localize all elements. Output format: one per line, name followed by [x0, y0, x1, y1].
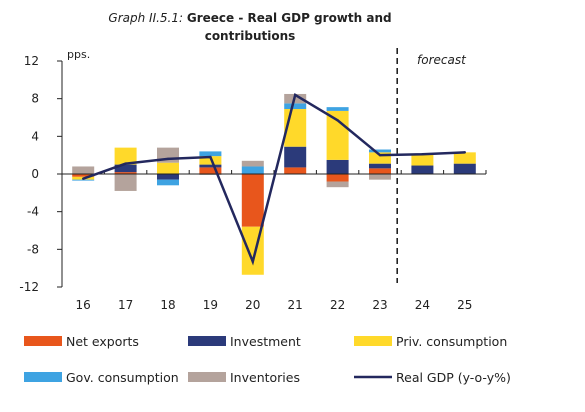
legend-swatch-gov-consumption: [24, 372, 62, 382]
point-real-gdp-23: [378, 153, 382, 157]
y-tick-label: 12: [24, 54, 39, 68]
bar-priv-consumption-24: [411, 154, 434, 166]
y-axis-unit: pps.: [67, 48, 90, 61]
chart-title-prefix: Graph II.5.1:: [108, 11, 186, 25]
bar-priv-consumption-25: [453, 152, 476, 164]
bar-investment-23: [369, 163, 391, 169]
bar-inventories-23: [369, 174, 391, 180]
legend: Net exports Investment Priv. consumption Go…: [24, 334, 511, 385]
bar-net-exports-17: [114, 172, 137, 174]
x-tick-label-21: 21: [288, 298, 303, 312]
y-tick-label: -12: [19, 280, 39, 294]
bar-investment-21: [284, 146, 307, 168]
plot-area: 12 8 4 0 -4 -8 -12 16 17 18 19 20 21 22 23 24 25: [19, 48, 487, 312]
x-tick-label-18: 18: [160, 298, 175, 312]
point-real-gdp-16: [82, 177, 85, 180]
x-tick-label-16: 16: [76, 298, 91, 312]
bar-net-exports-22: [326, 174, 349, 182]
bar-inventories-17: [114, 174, 137, 191]
x-tick-label-24: 24: [415, 298, 430, 312]
bar-investment-17: [114, 164, 137, 173]
y-tick-label: 0: [31, 167, 39, 181]
chart-title-line2: contributions: [205, 29, 296, 43]
forecast-annotation: forecast: [417, 53, 467, 67]
legend-label-investment: Investment: [230, 334, 301, 349]
bar-investment-19: [199, 164, 222, 168]
bar-gov-consumption-19: [199, 151, 222, 157]
point-real-gdp-18: [166, 157, 170, 161]
legend-swatch-priv-consumption: [354, 336, 392, 346]
bar-priv-consumption-18: [157, 162, 179, 174]
bar-priv-consumption-17: [114, 147, 137, 165]
x-tick-label-19: 19: [203, 298, 218, 312]
bar-net-exports-21: [284, 167, 307, 174]
legend-label-net-exports: Net exports: [66, 334, 139, 349]
legend-label-priv-consumption: Priv. consumption: [396, 334, 507, 349]
legend-label-real-gdp-y-o-y: Real GDP (y-o-y%): [396, 370, 511, 385]
bar-inventories-16: [72, 166, 95, 174]
bar-inventories-20: [241, 160, 264, 167]
bar-investment-25: [453, 163, 476, 174]
x-tick-label-17: 17: [118, 298, 133, 312]
line-real-gdp: [82, 92, 465, 266]
legend-swatch-inventories: [188, 372, 226, 382]
bar-net-exports-20: [241, 174, 264, 227]
bar-priv-consumption-23: [369, 152, 391, 164]
chart-title-main: Greece - Real GDP growth and: [187, 11, 392, 25]
point-real-gdp-22: [336, 119, 339, 122]
x-tick-label-23: 23: [372, 298, 387, 312]
bar-investment-18: [157, 174, 179, 180]
bar-gov-consumption-21: [284, 103, 307, 110]
y-tick-label: 8: [31, 92, 39, 106]
point-real-gdp-17: [124, 162, 127, 165]
y-tick-label: 4: [31, 129, 39, 143]
chart-title: Graph II.5.1: Greece - Real GDP growth a…: [108, 11, 391, 25]
point-real-gdp-25: [463, 151, 466, 154]
x-tick-label-22: 22: [330, 298, 345, 312]
legend-swatch-investment: [188, 336, 226, 346]
bar-net-exports-19: [199, 167, 222, 174]
legend-label-inventories: Inventories: [230, 370, 300, 385]
bar-gov-consumption-16: [72, 179, 95, 181]
point-real-gdp-21: [294, 93, 297, 97]
bar-investment-22: [326, 159, 349, 174]
x-tick-label-20: 20: [245, 298, 260, 312]
legend-label-gov-consumption: Gov. consumption: [66, 370, 179, 385]
point-real-gdp-19: [209, 155, 212, 159]
bar-priv-consumption-22: [326, 110, 349, 160]
point-real-gdp-24: [421, 153, 424, 156]
bar-gov-consumption-23: [369, 149, 391, 153]
y-tick-label: -4: [27, 205, 39, 219]
y-tick-label: -8: [27, 242, 39, 256]
bar-net-exports-23: [369, 168, 391, 174]
point-real-gdp-20: [251, 260, 254, 263]
legend-swatch-net-exports: [24, 336, 62, 346]
bar-inventories-22: [326, 181, 349, 188]
bar-gov-consumption-22: [326, 107, 349, 111]
bar-investment-24: [411, 165, 434, 174]
bar-net-exports-16: [72, 174, 95, 177]
bar-gov-consumption-20: [241, 166, 264, 174]
bar-gov-consumption-18: [157, 179, 179, 186]
x-tick-label-25: 25: [457, 298, 472, 312]
